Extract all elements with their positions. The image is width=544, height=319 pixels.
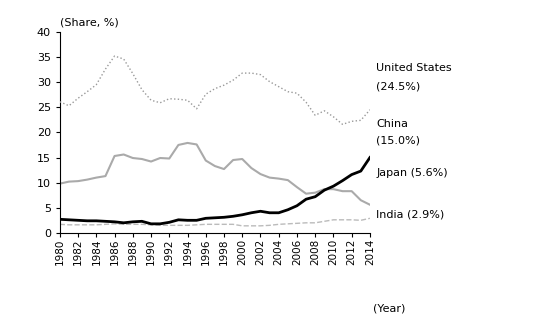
Text: Japan (5.6%): Japan (5.6%) <box>376 167 448 178</box>
Text: United States: United States <box>376 63 452 73</box>
Text: (Year): (Year) <box>373 303 405 313</box>
Text: (15.0%): (15.0%) <box>376 136 420 145</box>
Text: India (2.9%): India (2.9%) <box>376 210 444 220</box>
Text: (24.5%): (24.5%) <box>376 81 421 91</box>
Text: (Share, %): (Share, %) <box>60 18 119 28</box>
Text: China: China <box>376 119 408 129</box>
